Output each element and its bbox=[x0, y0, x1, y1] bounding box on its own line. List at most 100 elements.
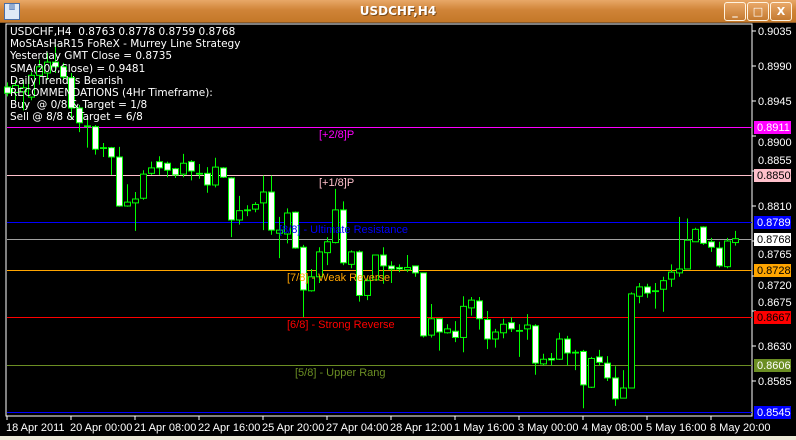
bull-candle-body bbox=[12, 84, 19, 93]
maximize-button[interactable]: □ bbox=[747, 2, 769, 21]
candle bbox=[84, 119, 91, 148]
bear-candle-body bbox=[340, 209, 347, 264]
candle bbox=[172, 167, 179, 179]
candle bbox=[540, 353, 547, 366]
candle bbox=[372, 254, 379, 281]
murrey-level-label: [+2/8]P bbox=[319, 129, 354, 141]
bear-candle-body bbox=[4, 86, 11, 94]
candle bbox=[284, 208, 291, 244]
bull-candle-body bbox=[132, 198, 139, 204]
candle bbox=[60, 62, 67, 81]
bear-candle-body bbox=[564, 338, 571, 354]
bull-candle-body bbox=[364, 280, 371, 296]
candle bbox=[12, 80, 19, 101]
candle bbox=[204, 167, 211, 193]
candle bbox=[76, 104, 83, 133]
price-level-label: 0.8606 bbox=[757, 360, 791, 372]
candle bbox=[140, 170, 147, 200]
x-tick-label: 18 Apr 2011 bbox=[6, 422, 65, 434]
candle bbox=[612, 366, 619, 406]
bear-candle-body bbox=[380, 254, 387, 267]
candle bbox=[452, 321, 459, 343]
plot-frame bbox=[5, 23, 753, 417]
bear-candle-body bbox=[596, 356, 603, 363]
bear-candle-body bbox=[84, 125, 91, 128]
bear-candle-body bbox=[108, 147, 115, 158]
price-level-box bbox=[754, 216, 791, 229]
bear-candle-body bbox=[612, 377, 619, 400]
price-level-box bbox=[754, 121, 791, 134]
bear-candle-body bbox=[508, 322, 515, 330]
candle bbox=[124, 184, 131, 207]
window-title: USDCHF,H4 bbox=[359, 4, 437, 18]
bear-candle-body bbox=[52, 61, 59, 68]
candle bbox=[732, 230, 739, 246]
candle bbox=[148, 161, 155, 175]
price-level-label: 0.8768 bbox=[757, 234, 791, 246]
price-chart[interactable]: 0.9035 0.8990 0.8945 0.8900 0.8855 0.8810 0.87… bbox=[0, 23, 796, 436]
bull-candle-body bbox=[332, 209, 339, 244]
candle bbox=[564, 335, 571, 366]
bear-candle-body bbox=[164, 162, 171, 171]
y-tick-label: 0.8675 bbox=[758, 297, 792, 309]
bear-candle-body bbox=[60, 66, 67, 78]
bull-candle-body bbox=[372, 254, 379, 281]
bull-candle-body bbox=[140, 173, 147, 199]
bull-candle-body bbox=[732, 238, 739, 244]
price-level-box bbox=[754, 264, 791, 277]
close-button[interactable]: X bbox=[770, 2, 792, 21]
bull-candle-body bbox=[196, 172, 203, 175]
minimize-button[interactable]: _ bbox=[724, 2, 746, 21]
bull-candle-body bbox=[444, 328, 451, 334]
candle bbox=[596, 349, 603, 366]
candle bbox=[444, 324, 451, 334]
candle bbox=[388, 261, 395, 284]
candle bbox=[476, 297, 483, 330]
bear-candle-body bbox=[708, 241, 715, 248]
bull-candle-body bbox=[284, 212, 291, 235]
bull-candle-body bbox=[684, 239, 691, 270]
title-bar[interactable]: ▥ USDCHF,H4 _ □ X bbox=[0, 0, 796, 23]
bear-candle-body bbox=[532, 325, 539, 364]
bear-candle-body bbox=[156, 161, 163, 169]
bull-candle-body bbox=[28, 74, 35, 98]
candle bbox=[604, 356, 611, 382]
x-tick-label: 1 May 16:00 bbox=[454, 422, 515, 434]
candle bbox=[348, 250, 355, 269]
candle bbox=[620, 370, 627, 399]
candle bbox=[236, 195, 243, 225]
window-bottom-border bbox=[0, 436, 796, 440]
candle bbox=[4, 82, 11, 97]
candle bbox=[548, 353, 555, 366]
bear-candle-body bbox=[220, 167, 227, 178]
candle bbox=[692, 227, 699, 243]
candle bbox=[468, 297, 475, 316]
y-tick-label: 0.8990 bbox=[758, 61, 792, 73]
x-tick-label: 25 Apr 20:00 bbox=[262, 422, 324, 434]
price-level-box bbox=[754, 406, 791, 419]
chart-window-icon: ▥ bbox=[4, 3, 20, 20]
bear-candle-body bbox=[580, 350, 587, 386]
candlestick-chart[interactable]: 0.9035 0.8990 0.8945 0.8900 0.8855 0.8810 0.87… bbox=[0, 23, 796, 436]
candle bbox=[28, 72, 35, 101]
bull-candle-body bbox=[636, 286, 643, 297]
bull-candle-body bbox=[180, 162, 187, 175]
candle bbox=[156, 156, 163, 175]
bear-candle-body bbox=[716, 247, 723, 267]
bull-candle-body bbox=[468, 299, 475, 309]
bull-candle-body bbox=[516, 329, 523, 332]
bull-candle-body bbox=[308, 276, 315, 292]
candle bbox=[20, 80, 27, 111]
price-level-box bbox=[754, 311, 791, 324]
bear-candle-body bbox=[292, 211, 299, 249]
bear-candle-body bbox=[92, 126, 99, 150]
candle bbox=[708, 237, 715, 252]
bull-candle-body bbox=[628, 293, 635, 389]
bull-candle-body bbox=[348, 251, 355, 265]
candle bbox=[428, 304, 435, 338]
candle bbox=[164, 161, 171, 178]
bull-candle-body bbox=[212, 166, 219, 186]
candle bbox=[116, 146, 123, 207]
price-level-label: 0.8850 bbox=[757, 170, 791, 182]
candle bbox=[260, 175, 267, 231]
